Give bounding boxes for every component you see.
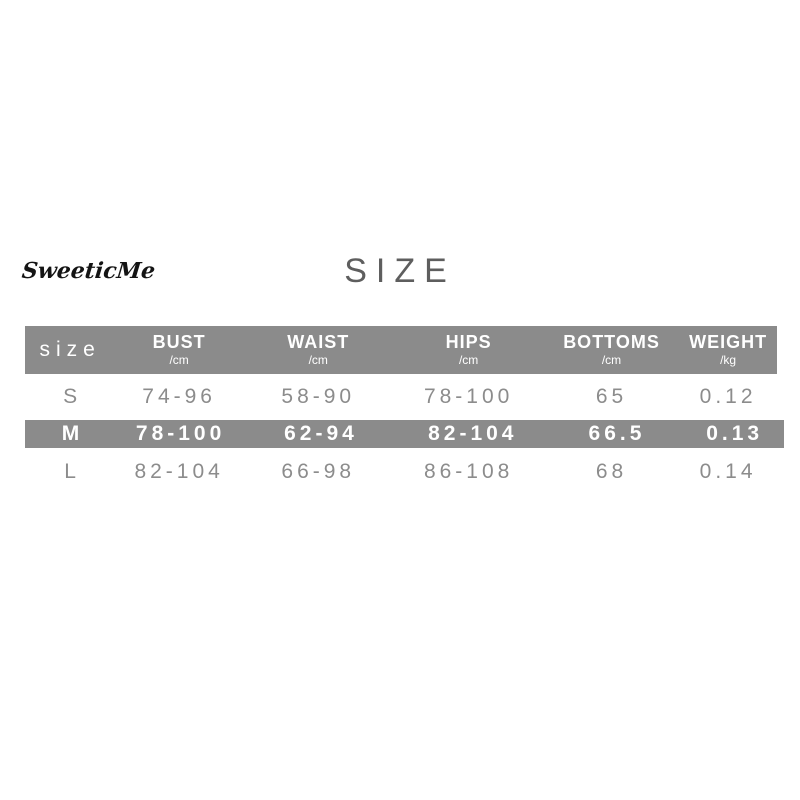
cell-hips-s: 78-100 (423, 385, 514, 408)
cell-hips-m: 82-104 (428, 422, 518, 445)
header-label-bottoms: BOTTOMS (563, 332, 660, 352)
cell-hips-l: 86-108 (423, 460, 514, 483)
header-label-hips: HIPS (445, 332, 492, 352)
table-header-row: size BUST /cm WAIST /cm HIPS /cm BOTTOMS… (25, 326, 777, 374)
cell-weight-l: 0.14 (699, 460, 757, 483)
header-cell-weight: WEIGHT /kg (679, 332, 777, 367)
cell-size-s: S (63, 385, 78, 408)
header-cell-waist: WAIST /cm (243, 332, 393, 367)
table-row-s: S 74-96 58-90 78-100 65 0.12 (25, 374, 777, 420)
table-row-l: L 82-104 66-98 86-108 68 0.14 (25, 448, 777, 496)
header-unit-hips: /cm (458, 352, 479, 367)
header-unit-weight: /kg (720, 352, 737, 367)
header-label-waist: WAIST (287, 332, 350, 352)
header-cell-size: size (39, 338, 101, 362)
size-table: size BUST /cm WAIST /cm HIPS /cm BOTTOMS… (25, 326, 784, 496)
table-row-m-highlighted: M 78-100 62-94 82-104 66.5 0.13 (25, 420, 784, 448)
cell-bottoms-l: 68 (595, 460, 628, 483)
header-label-weight: WEIGHT (689, 332, 768, 352)
cell-bust-l: 82-104 (134, 460, 224, 483)
cell-weight-s: 0.12 (699, 385, 757, 408)
cell-waist-l: 66-98 (281, 460, 356, 483)
cell-waist-m: 62-94 (284, 422, 358, 445)
header-label-bust: BUST (152, 332, 206, 352)
header-unit-waist: /cm (308, 352, 328, 367)
cell-weight-m: 0.13 (706, 422, 764, 445)
page-title: SIZE (344, 252, 456, 290)
cell-bust-s: 74-96 (142, 385, 216, 408)
cell-bust-m: 78-100 (135, 422, 226, 445)
header-cell-hips: HIPS /cm (393, 332, 543, 367)
header-unit-bust: /cm (169, 352, 189, 367)
cell-bottoms-m: 66.5 (588, 422, 646, 445)
cell-size-m: M (61, 422, 80, 445)
header-unit-bottoms: /cm (601, 352, 622, 367)
cell-size-l: L (64, 460, 76, 483)
cell-waist-s: 58-90 (281, 385, 356, 408)
header-cell-bust: BUST /cm (115, 332, 243, 367)
header-cell-bottoms: BOTTOMS /cm (544, 332, 679, 367)
cell-bottoms-s: 65 (595, 385, 628, 408)
